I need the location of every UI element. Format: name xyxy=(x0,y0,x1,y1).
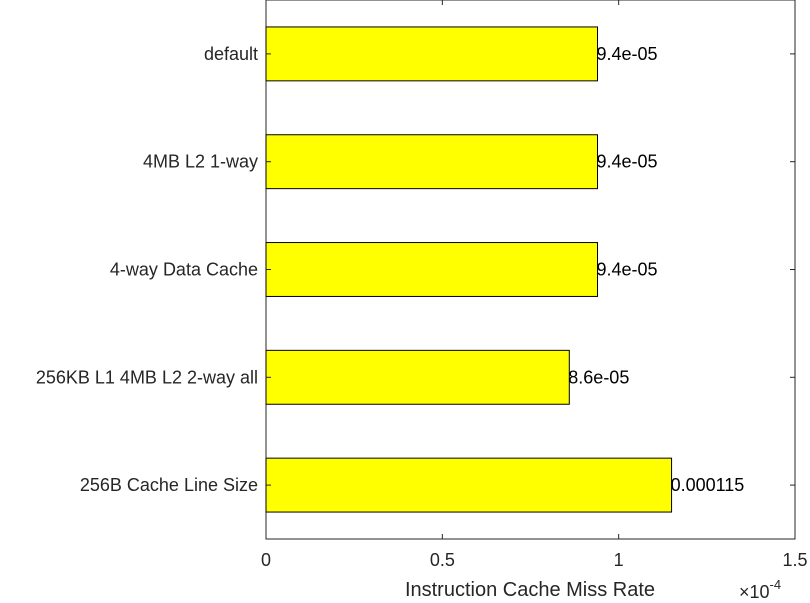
x-exponent-superscript: -4 xyxy=(770,577,782,592)
category-label: default xyxy=(204,44,258,64)
x-tick-label: 0 xyxy=(261,550,271,570)
bar xyxy=(265,26,599,82)
bar xyxy=(265,349,570,405)
bar xyxy=(265,134,599,190)
bars-group xyxy=(265,26,673,513)
category-label: 256KB L1 4MB L2 2-way all xyxy=(36,367,258,387)
bar-value-label: 8.6e-05 xyxy=(568,367,629,387)
bar-value-label: 9.4e-05 xyxy=(597,152,658,172)
bar-value-label: 9.4e-05 xyxy=(597,44,658,64)
x-exponent-label: ×10-4 xyxy=(739,577,781,602)
x-tick-label: 0.5 xyxy=(430,550,455,570)
x-tick-label: 1 xyxy=(614,550,624,570)
bar xyxy=(265,242,599,297)
bar-value-label: 9.4e-05 xyxy=(597,260,658,280)
category-label: 256B Cache Line Size xyxy=(80,475,258,495)
x-axis-title: Instruction Cache Miss Rate xyxy=(405,579,655,601)
category-labels-group: default 4MB L2 1-way 4-way Data Cache 256KB… xyxy=(36,44,258,495)
bar-value-label: 0.000115 xyxy=(671,475,745,495)
x-ticks-group: 0 0.5 1 1.5 xyxy=(261,0,808,570)
bar xyxy=(265,457,673,513)
x-tick-label: 1.5 xyxy=(782,550,807,570)
category-label: 4MB L2 1-way xyxy=(143,152,258,172)
category-label: 4-way Data Cache xyxy=(110,260,258,280)
data-labels-group: 9.4e-05 9.4e-05 9.4e-05 8.6e-05 0.000115 xyxy=(568,44,744,495)
